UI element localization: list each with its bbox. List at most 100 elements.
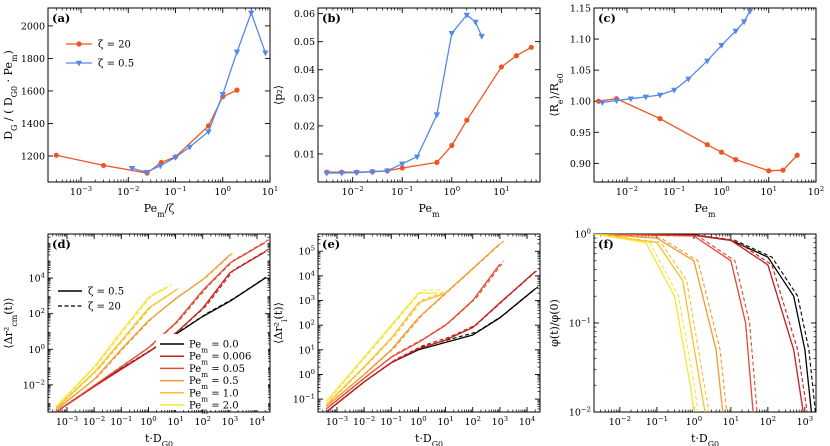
panel-label: (a) (52, 11, 70, 25)
series-line (594, 234, 813, 412)
series-line-dashed (329, 268, 540, 410)
data-point-circle (780, 167, 786, 173)
data-point-triangle (172, 155, 179, 161)
data-point-triangle (732, 28, 739, 35)
y-tick-label: 101 (299, 343, 315, 356)
data-point-circle (449, 142, 455, 149)
y-tick-label: 10−2 (569, 406, 591, 419)
data-point-circle (657, 116, 663, 122)
x-tick-label: 102 (195, 415, 211, 428)
x-tick-label: 103 (492, 415, 508, 428)
panel-label: (c) (598, 11, 616, 25)
legend-label: ζ = 0.5 (98, 59, 134, 70)
x-tick-label: 103 (797, 415, 813, 428)
y-tick-label: 0.05 (294, 37, 315, 48)
x-tick-label: 10−1 (380, 415, 402, 428)
data-point-circle (234, 87, 240, 93)
x-tick-label: 104 (519, 415, 535, 428)
data-point-triangle (642, 94, 650, 101)
data-point-triangle (718, 43, 725, 49)
data-point-triangle (740, 19, 748, 26)
y-tick-label: 105 (299, 245, 315, 258)
x-tick-label: 10−2 (117, 185, 139, 198)
series-line (594, 234, 695, 412)
series-group (595, 8, 800, 174)
legend-label: Pem = 1.0 (189, 388, 239, 403)
x-tick-label: 101 (437, 415, 453, 428)
series-group (325, 240, 540, 412)
series-line (55, 286, 168, 408)
y-tick-label: 1800 (21, 54, 45, 65)
y-tick-label: 1600 (21, 86, 45, 97)
series-line-dashed (597, 234, 808, 412)
data-point-triangle (433, 112, 441, 119)
data-point-circle (434, 159, 440, 165)
panel-label: (f) (598, 237, 614, 251)
data-point-triangle (448, 31, 456, 37)
data-point-triangle (205, 129, 212, 136)
data-point-triangle (599, 100, 606, 106)
y-axis-label: ⟨p₂⟩ (272, 85, 285, 105)
y-tick-label: 100 (29, 343, 45, 356)
x-tick-label: 101 (761, 185, 777, 198)
legend-label: Pem = 0.006 (189, 352, 251, 367)
series-group (323, 12, 534, 177)
x-tick-label: 100 (140, 415, 156, 428)
x-axis-label: t·DG0 (691, 432, 719, 446)
series-line (594, 234, 804, 412)
y-tick-label: 0.06 (294, 9, 315, 20)
series-line-dashed (329, 289, 442, 399)
x-tick-label: 101 (262, 185, 278, 198)
data-point-circle (704, 142, 710, 148)
y-tick-label: 100 (575, 228, 591, 241)
data-point-triangle (128, 165, 136, 172)
y-axis-label: ⟨Re⟩/Re0 (548, 73, 565, 116)
y-axis-label: ⟨Δr²cm(t)⟩ (2, 297, 19, 348)
series-line (325, 292, 446, 406)
x-tick-label: 10−2 (342, 185, 364, 198)
series-line-dashed (597, 234, 699, 412)
x-tick-label: 100 (713, 185, 729, 198)
series-group (55, 239, 270, 412)
x-tick-label: 102 (760, 415, 776, 428)
data-point-triangle (233, 49, 241, 56)
data-point-circle (595, 98, 602, 104)
series-group (594, 234, 816, 412)
data-point-triangle (262, 50, 269, 57)
y-tick-label: 10−2 (23, 378, 45, 391)
data-point-circle (513, 53, 519, 59)
legend-label: ζ = 20 (98, 40, 131, 51)
y-tick-label: 2000 (21, 21, 45, 32)
legend-marker-triangle (75, 60, 83, 67)
axes-frame (593, 233, 817, 413)
axes-frame (593, 7, 817, 183)
x-tick-label: 101 (167, 415, 183, 428)
x-tick-label: 10−3 (326, 415, 348, 428)
data-point-triangle (353, 170, 360, 176)
data-point-triangle (463, 12, 470, 19)
x-tick-label: 10−2 (609, 415, 631, 428)
series-line-dashed (59, 239, 270, 410)
y-axis-label: ⟨Δr²i(t)⟩ (272, 302, 289, 344)
data-point-circle (399, 165, 405, 171)
data-point-triangle (157, 163, 164, 170)
x-axis-label: Pem (695, 202, 716, 219)
legend-label: ζ = 0.5 (88, 287, 124, 298)
x-tick-label: 101 (493, 185, 509, 198)
data-point-triangle (384, 168, 391, 175)
panel-label: (d) (52, 237, 71, 251)
y-axis-label: DG / ( DG0 · Pem) (2, 50, 19, 140)
data-point-triangle (656, 92, 664, 99)
y-tick-label: 102 (299, 319, 315, 332)
x-tick-label: 10−2 (83, 415, 105, 428)
series-line-dashed (59, 287, 180, 406)
data-point-circle (498, 64, 505, 70)
y-tick-label: 10−1 (293, 393, 315, 406)
series-line-dashed (597, 234, 710, 412)
data-point-triangle (399, 161, 406, 168)
legend-label: Pem = 2.0 (189, 401, 239, 416)
legend-label: Pem = 0.05 (189, 364, 245, 379)
series-line (594, 234, 706, 412)
x-tick-label: 100 (444, 185, 460, 198)
y-tick-label: 100 (299, 368, 315, 381)
